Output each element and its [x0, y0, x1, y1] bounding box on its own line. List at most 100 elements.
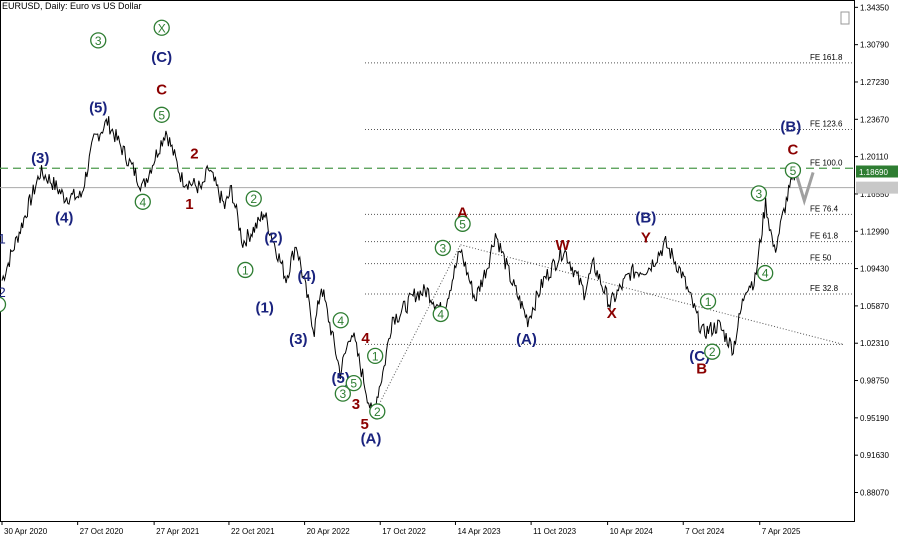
- trend-line-up: [371, 244, 461, 418]
- wave-label-text: 5: [790, 164, 797, 178]
- wave-label-text: 5: [158, 108, 165, 122]
- wave-label: (4): [55, 210, 73, 227]
- wave-label-text: W: [556, 237, 571, 254]
- wave-label-edge: 1: [0, 230, 6, 246]
- wave-label-text: (B): [635, 210, 656, 227]
- wave-label: 4: [757, 264, 774, 282]
- symbol-label: EURUSD, Daily:: [2, 1, 68, 11]
- wave-label-text: (4): [298, 268, 316, 285]
- wave-label: 4: [134, 193, 151, 210]
- reference-price-tag: [856, 181, 898, 194]
- current-price-label: 1.18690: [859, 168, 888, 177]
- wave-label: 4: [361, 330, 370, 347]
- wave-label-text: 1: [372, 349, 379, 363]
- wave-label-text: X: [158, 21, 166, 35]
- wave-label: 1: [185, 196, 193, 213]
- wave-label-text: 5: [459, 217, 466, 231]
- wave-label-text: 3: [756, 187, 763, 201]
- wave-label: 1: [367, 347, 384, 365]
- x-tick-label: 10 Apr 2024: [610, 527, 654, 536]
- y-tick-label: 1.30790: [860, 41, 889, 50]
- wave-label-circle: [245, 190, 262, 207]
- wave-label-text: 1: [185, 196, 193, 213]
- y-tick-label: 1.02310: [860, 339, 889, 348]
- wave-label-text: 4: [361, 330, 370, 347]
- wave-label-text: 3: [440, 241, 447, 255]
- price-line: [1, 116, 796, 412]
- wave-label-text: A: [457, 204, 468, 221]
- wave-label-circle: [334, 385, 351, 402]
- wave-label-text: C: [156, 82, 167, 99]
- scale-handle-icon: [840, 11, 850, 25]
- wave-label: W: [556, 237, 571, 254]
- wave-label: (2): [264, 229, 282, 246]
- wave-label: C: [788, 141, 799, 158]
- wave-label-circle: [699, 293, 717, 310]
- wave-label-text: (4): [55, 210, 73, 227]
- wave-label: (B): [780, 118, 801, 135]
- chart-header: EURUSD, Daily: Euro vs US Dollar: [2, 1, 142, 11]
- wave-label: Y: [641, 229, 651, 246]
- wave-label-text: (5): [89, 99, 107, 116]
- wave-label: 1: [699, 293, 717, 310]
- wave-label: 3: [434, 239, 452, 257]
- x-tick-label: 7 Oct 2024: [685, 527, 725, 536]
- wave-label-text: 5: [350, 377, 357, 391]
- fib-level-label: FE 32.8: [810, 284, 839, 293]
- x-tick-label: 30 Apr 2020: [4, 527, 48, 536]
- wave-label-text: (3): [289, 331, 307, 348]
- wave-label-circle: [367, 347, 384, 365]
- x-tick-label: 11 Oct 2023: [533, 527, 577, 536]
- wave-label-circle: [345, 374, 362, 392]
- wave-label-circle: [704, 343, 721, 360]
- wave-label-circle: [369, 403, 386, 420]
- wave-label: 5: [345, 374, 362, 392]
- wave-label-text: 2: [250, 192, 257, 206]
- wave-label-circle: [134, 193, 151, 210]
- y-tick-label: 1.23670: [860, 115, 889, 124]
- fib-level-label: FE 123.6: [810, 119, 843, 128]
- y-tick-label: 1.34350: [860, 3, 889, 12]
- wave-label: 2: [704, 343, 721, 360]
- y-tick-label: 1.12990: [860, 227, 889, 236]
- wave-label: 4: [432, 305, 449, 323]
- wave-label-text: 5: [361, 416, 369, 433]
- wave-label: 5: [454, 215, 471, 232]
- wave-label: 1: [237, 261, 254, 279]
- wave-label-text: 1: [242, 263, 249, 277]
- wave-label: A: [457, 204, 468, 221]
- wave-label-circle: [784, 162, 802, 179]
- wave-label-text: 4: [762, 267, 769, 281]
- y-tick-label: 0.91630: [860, 451, 889, 460]
- wave-label: 4: [332, 312, 349, 329]
- wave-label: 2: [190, 146, 198, 163]
- wave-label-circle: [750, 185, 768, 202]
- wave-label-text: (A): [516, 331, 537, 348]
- wave-label: (5): [332, 370, 350, 387]
- x-tick-label: 7 Apr 2025: [762, 527, 801, 536]
- wave-label: (4): [298, 268, 316, 285]
- y-tick-label: 0.95190: [860, 414, 889, 423]
- wave-label: 2: [369, 403, 386, 420]
- plot-frame: [0, 0, 855, 522]
- current-price-tag: [856, 165, 898, 178]
- wave-label: 3: [750, 185, 768, 202]
- projected-path: [794, 170, 815, 206]
- fib-level-label: FE 100.0: [810, 158, 843, 167]
- wave-label: 5: [153, 106, 170, 123]
- wave-label-text: Y: [641, 229, 651, 246]
- wave-label: (1): [255, 300, 273, 317]
- wave-label-circle: [454, 215, 471, 232]
- y-tick-label: 0.88070: [860, 488, 889, 497]
- wave-label: B: [696, 360, 707, 377]
- trend-line-down: [460, 244, 844, 345]
- wave-label-text: 3: [352, 396, 360, 413]
- wave-label-text: 3: [339, 387, 346, 401]
- wave-label: 5: [361, 416, 369, 433]
- wave-label: 3: [334, 385, 351, 402]
- wave-label-circle: [90, 32, 107, 49]
- y-tick-label: 1.27230: [860, 78, 889, 87]
- wave-label: 3: [352, 396, 360, 413]
- wave-label: (A): [361, 431, 382, 448]
